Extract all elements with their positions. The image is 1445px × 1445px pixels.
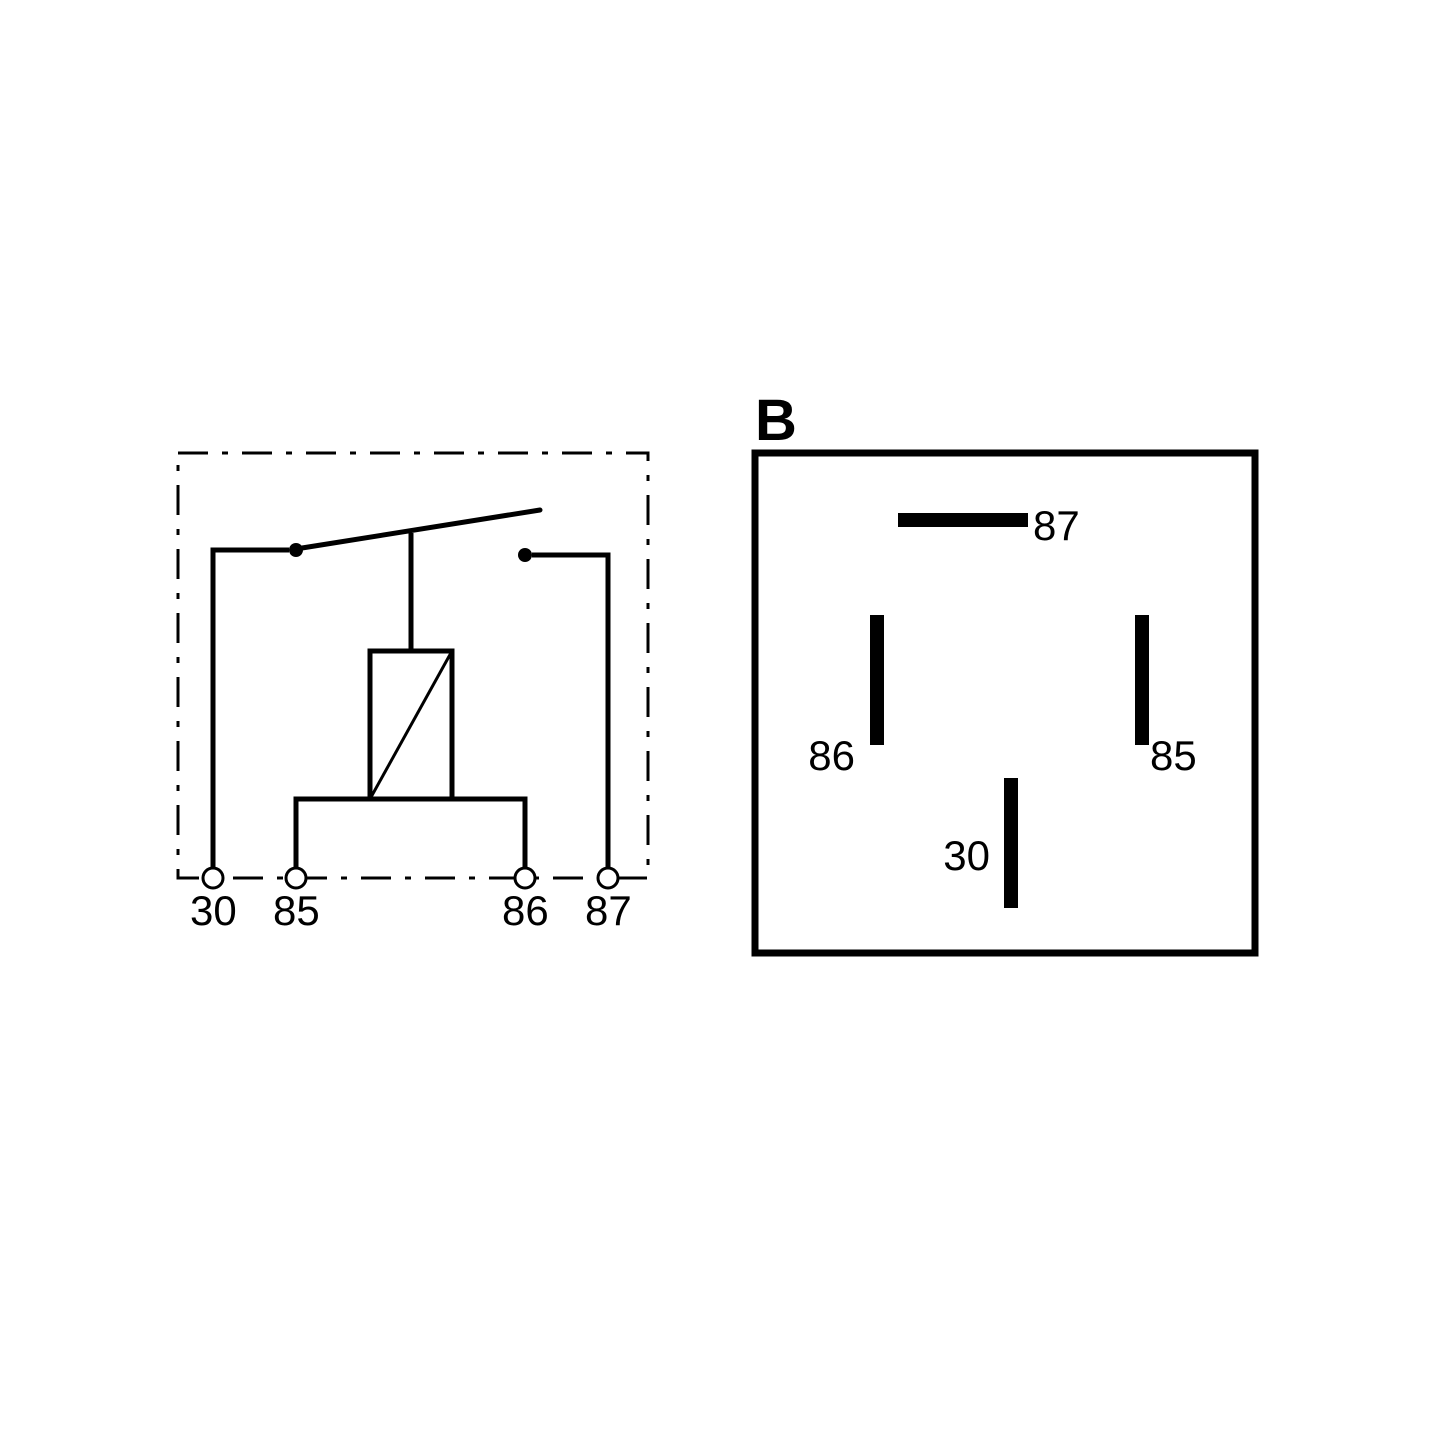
terminal-85 (1135, 615, 1149, 745)
contact-left (289, 543, 303, 557)
terminal-86 (870, 615, 884, 745)
schematic-pin-label-85: 85 (273, 887, 320, 934)
terminal-label-85: 85 (1150, 732, 1197, 779)
schematic-pin-85 (286, 868, 306, 888)
terminal-87 (898, 513, 1028, 527)
panel-label-b: B (755, 388, 797, 453)
schematic-pin-87 (598, 868, 618, 888)
schematic-pin-label-87: 87 (585, 887, 632, 934)
schematic-pin-label-30: 30 (190, 887, 237, 934)
terminal-label-86: 86 (808, 732, 855, 779)
contact-right (518, 548, 532, 562)
wire-85 (296, 799, 370, 868)
terminal-label-30: 30 (943, 832, 990, 879)
terminal-label-87: 87 (1033, 502, 1080, 549)
schematic-pin-86 (515, 868, 535, 888)
schematic-pin-30 (203, 868, 223, 888)
wire-86 (452, 799, 525, 868)
schematic-pin-label-86: 86 (502, 887, 549, 934)
wire-87 (532, 555, 608, 868)
wire-30 (213, 550, 289, 868)
switch-arm (302, 510, 540, 548)
terminal-30 (1004, 778, 1018, 908)
